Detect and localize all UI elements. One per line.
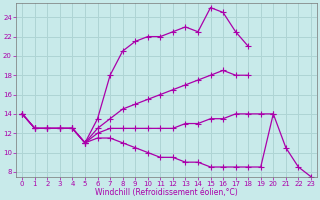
X-axis label: Windchill (Refroidissement éolien,°C): Windchill (Refroidissement éolien,°C) [95,188,238,197]
